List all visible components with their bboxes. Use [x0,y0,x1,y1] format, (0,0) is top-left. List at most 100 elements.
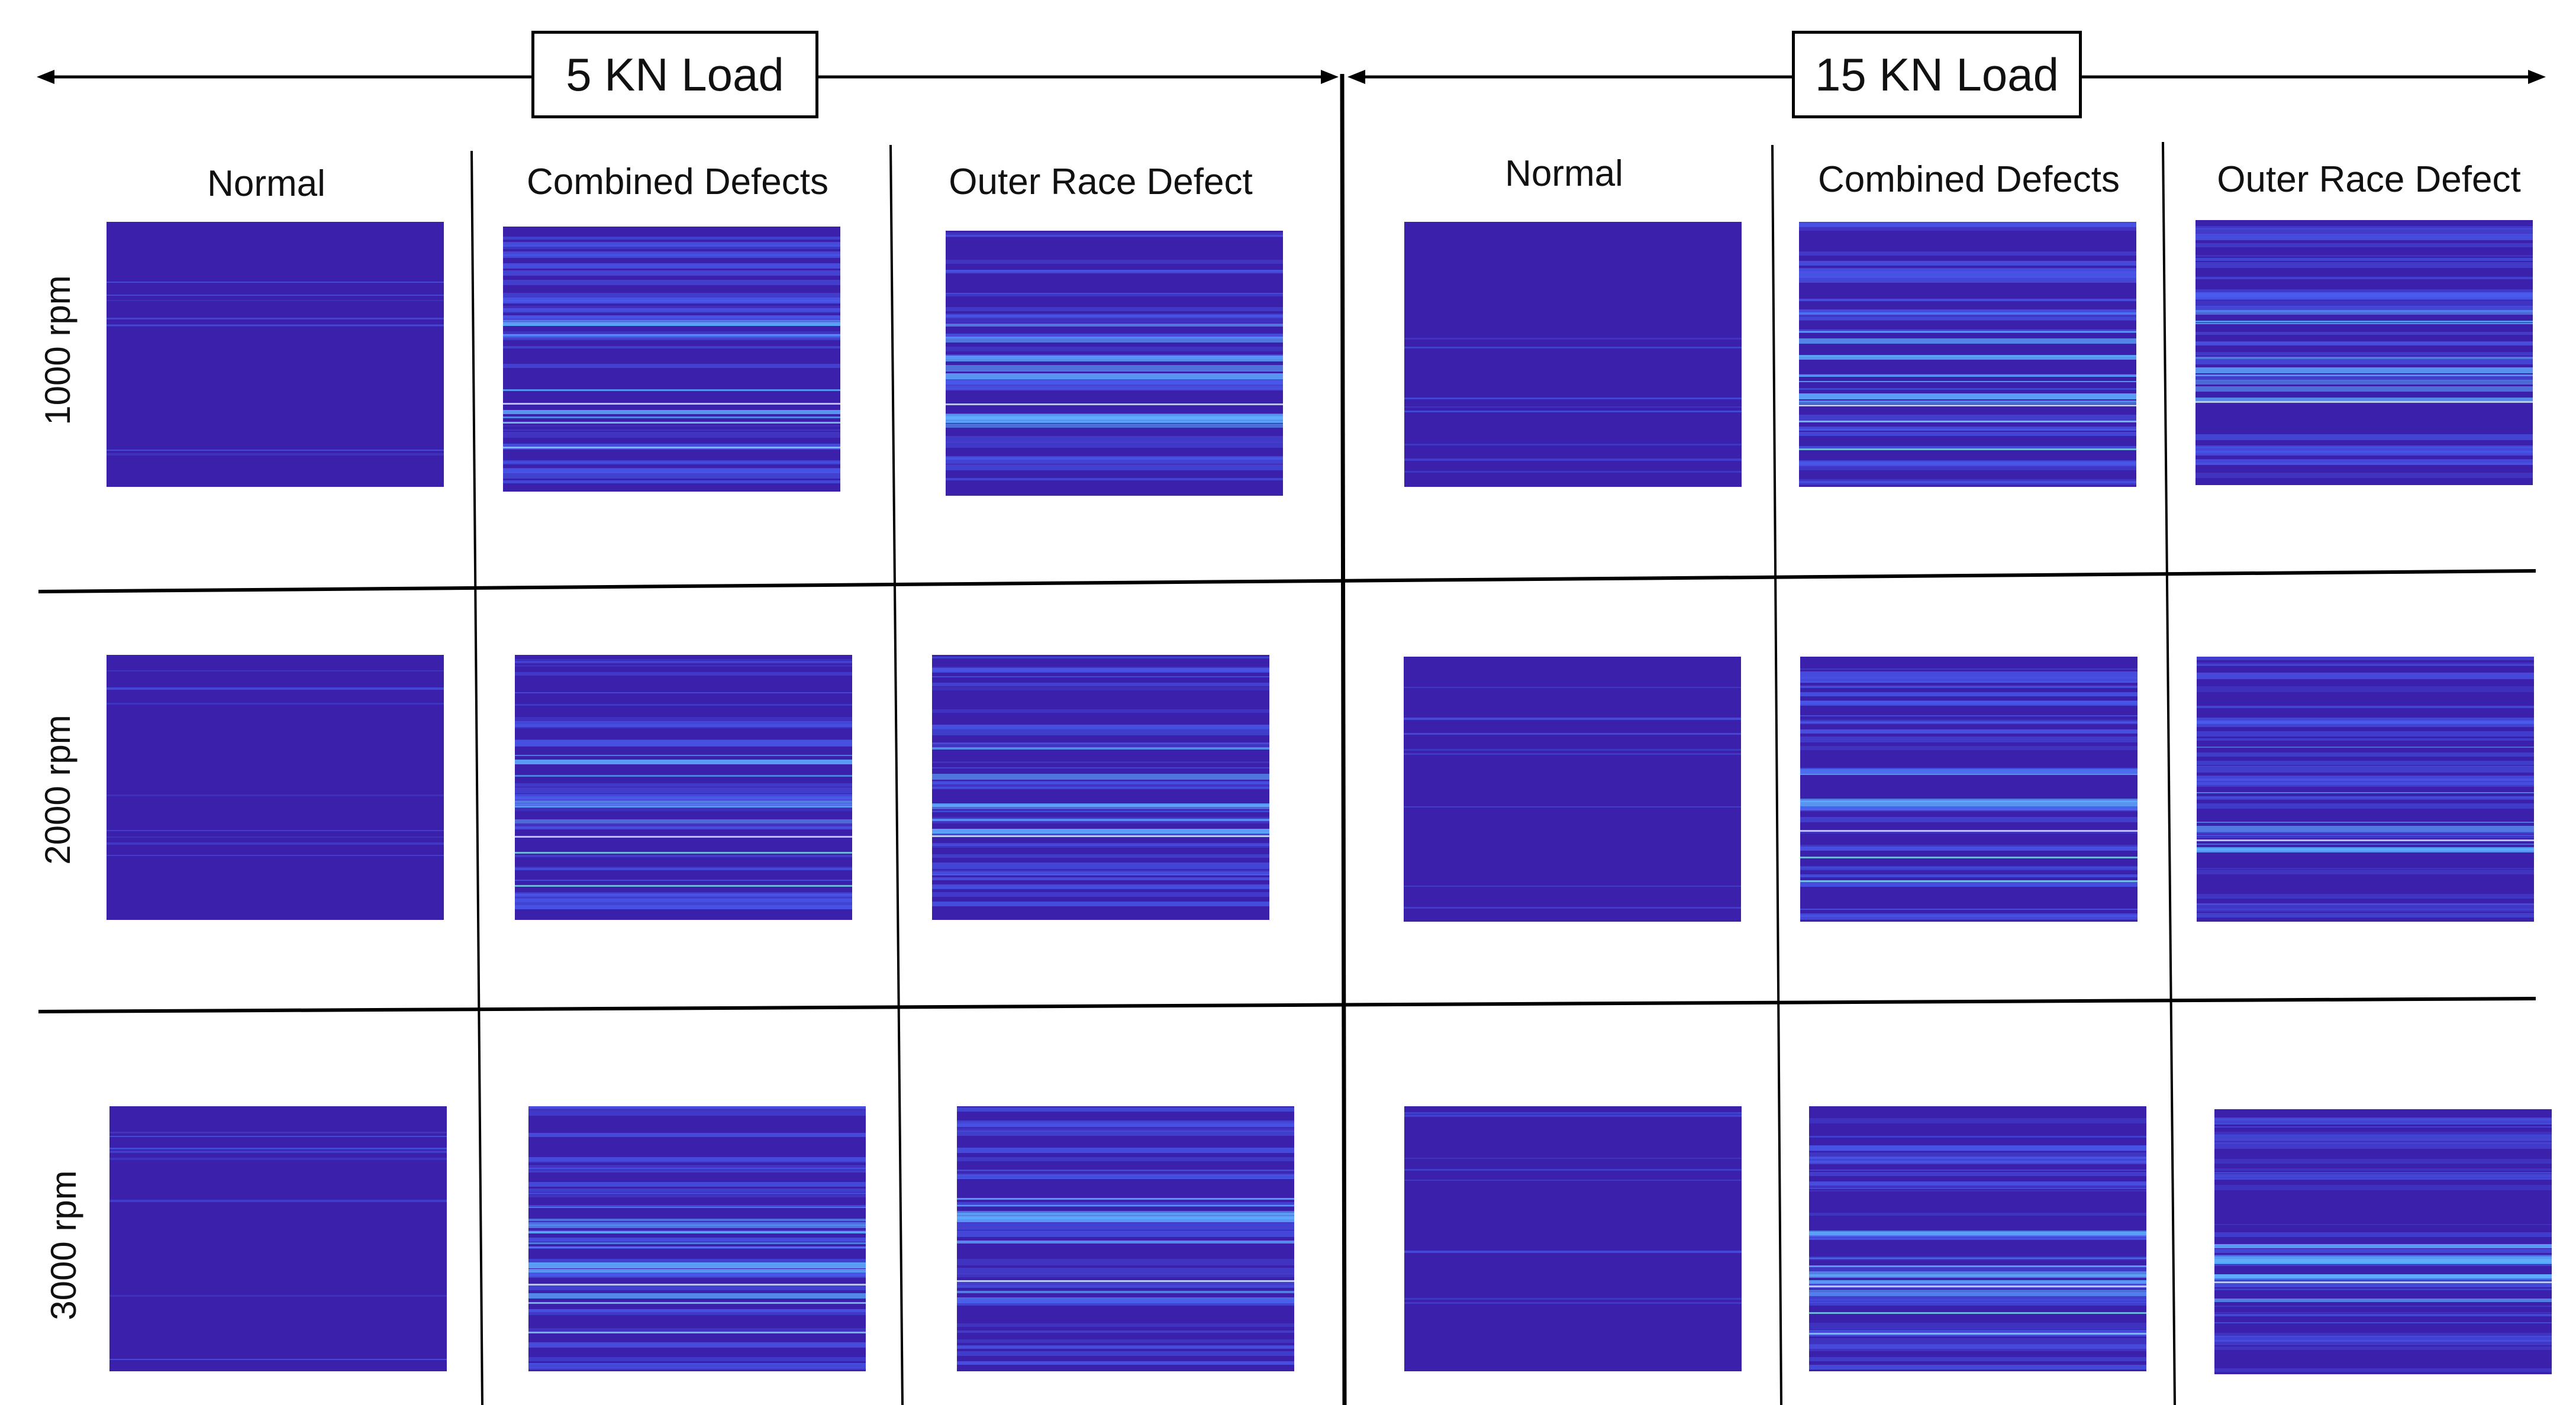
harmonic-line [1800,830,2137,832]
spectral-band [1404,1158,1742,1159]
spectral-band [528,1225,866,1226]
spectral-band [1809,1344,2146,1349]
spectral-band [2195,374,2533,376]
spectral-band [2197,905,2534,912]
spectral-band [957,1274,1294,1277]
spectral-band [932,781,1269,784]
spectral-band [932,781,1269,788]
spectral-band [1404,733,1741,735]
spectral-band [1799,299,2136,301]
spectral-band [2197,752,2534,757]
spectral-band [2214,1281,2552,1287]
spectral-band [2197,826,2534,832]
spectral-band [932,687,1269,690]
spectral-band [503,468,840,473]
spectral-band [1800,880,2137,887]
spectral-band [515,783,852,787]
spectral-band [1799,331,2136,332]
spectrogram-normal [1404,657,1741,922]
spectral-band [946,294,1283,296]
spectral-band [1404,411,1742,412]
spectral-band [1809,1190,2146,1191]
spectral-band [2197,894,2534,897]
spectral-band [503,299,840,303]
spectrogram-combined [1809,1106,2146,1371]
spectral-band [957,1120,1294,1127]
column-divider [889,144,904,1405]
spectral-band [528,1170,866,1173]
spectral-band [2214,1159,2552,1164]
spectral-band [957,1280,1294,1286]
spectral-band [957,1330,1294,1333]
spectral-band [528,1342,866,1348]
spectral-band [2214,1322,2552,1323]
spectral-band [957,1286,1294,1288]
spectral-band [503,472,840,479]
spectral-band [515,794,852,800]
column-header-combined-defects: Combined Defects [1817,159,2120,200]
spectral-band [2214,1174,2552,1179]
spectral-band [946,478,1283,480]
spectral-band [107,830,444,831]
spectral-band [1809,1338,2146,1344]
spectral-band [1809,1257,2146,1260]
spectral-band [2214,1172,2552,1173]
spectrogram-normal [109,1106,447,1371]
spectral-band [1800,809,2137,810]
spectral-band [957,1259,1294,1265]
spectral-band [528,1364,866,1370]
row-divider [38,569,2536,593]
spectral-band [2195,367,2533,373]
spectral-band [1809,1170,2146,1171]
spectral-band [1809,1230,2146,1232]
spectral-band [946,436,1283,443]
spectral-band [107,453,444,456]
spectral-band [528,1328,866,1332]
spectral-band [2214,1368,2552,1372]
spectral-band [515,905,852,909]
spectral-band [932,887,1269,888]
harmonic-line [528,1302,866,1304]
spectral-band [528,1193,866,1194]
spectral-band [2197,766,2534,767]
harmonic-line [1799,448,2136,450]
spectral-band [107,703,444,705]
harmonic-line [2214,1281,2552,1283]
spectral-band [1800,677,2137,683]
spectral-band [1404,907,1741,909]
spectral-band [2195,298,2533,300]
spectral-band [528,1271,866,1278]
spectrogram-combined [503,227,840,492]
spectral-band [1799,251,2136,256]
harmonic-line [503,447,840,448]
spectral-band [957,1230,1294,1237]
spectral-band [2195,380,2533,385]
row-label-1000-rpm: 1000 rpm [38,275,78,425]
harmonic-line [957,1280,1294,1282]
column-divider [2162,141,2176,1405]
spectral-band [2195,473,2533,478]
spectral-band [1404,347,1742,348]
spectral-band [528,1259,866,1264]
spectral-band [503,245,840,249]
arrowhead-left-icon [1347,70,1365,84]
spectral-band [515,755,852,756]
spectrogram-outer [2214,1109,2552,1374]
spectrogram-combined [1799,222,2136,487]
spectral-band [2195,332,2533,335]
spectral-band [932,725,1269,729]
spectral-band [2195,228,2533,234]
spectral-band [528,1157,866,1161]
spectral-band [528,1205,866,1208]
spectral-band [107,282,444,283]
spectral-band [515,721,852,727]
spectral-band [1800,737,2137,742]
spectral-band [1799,315,2136,320]
spectral-band [515,868,852,870]
spectral-band [1809,1290,2146,1296]
spectral-band [932,884,1269,889]
column-divider [470,150,483,1405]
spectral-band [107,318,444,319]
spectral-band [1800,722,2137,723]
